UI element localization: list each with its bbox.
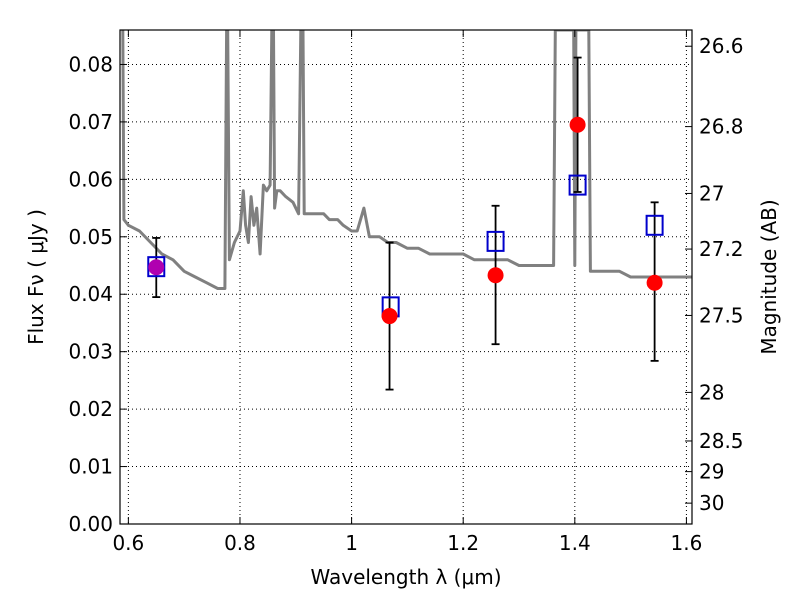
ticks: 0.6 0.8 1 1.2 1.4 1.6 0.00 0.01 0.02 0.03 0.04 0.05… (68, 30, 744, 555)
observed-flux-point (569, 116, 586, 133)
y-tick-label: 0.00 (68, 512, 113, 536)
model-photometry-square (568, 174, 587, 196)
x-tick-label: 0.6 (112, 531, 144, 555)
magnitude-tick-label: 27.5 (699, 303, 744, 327)
y2-axis-title: Magnitude (AB) (757, 199, 781, 354)
model-photometry-square (486, 230, 505, 252)
y-tick-label: 0.07 (68, 110, 113, 134)
x-tick-label: 1.4 (559, 531, 591, 555)
plot-frame (119, 29, 693, 525)
model-photometry-square (645, 214, 664, 236)
observed-flux-point (487, 267, 504, 284)
markers (147, 56, 664, 391)
y-tick-label: 0.02 (68, 397, 113, 421)
x-axis-title: Wavelength λ (μm) (310, 565, 501, 589)
magnitude-tick-label: 29 (699, 460, 724, 484)
sed-model-line (121, 30, 692, 290)
x-tick-label: 1 (345, 531, 358, 555)
x-tick-label: 1.6 (671, 531, 703, 555)
y-tick-label: 0.04 (68, 282, 113, 306)
y-tick-label: 0.06 (68, 167, 113, 191)
magnitude-tick-label: 28 (699, 380, 724, 404)
y-tick-label: 0.05 (68, 225, 113, 249)
x-tick-label: 1.2 (447, 531, 479, 555)
observed-flux-point (381, 308, 398, 325)
y-tick-label: 0.08 (68, 52, 113, 76)
observed-flux-point (646, 274, 663, 291)
magnitude-tick-label: 26.8 (699, 115, 744, 139)
x-tick-label: 0.8 (224, 531, 256, 555)
model-photometry-square (147, 256, 166, 278)
plot-data (121, 30, 692, 290)
magnitude-tick-label: 27 (699, 181, 724, 205)
magnitude-tick-label: 30 (699, 491, 724, 515)
magnitude-tick-label: 27.2 (699, 237, 744, 261)
y-tick-label: 0.03 (68, 340, 113, 364)
magnitude-tick-label: 28.5 (699, 429, 744, 453)
y-tick-label: 0.01 (68, 455, 113, 479)
observed-flux-point (148, 259, 165, 276)
magnitude-tick-label: 26.6 (699, 34, 744, 58)
y-axis-title: Flux Fν ( μJy ) (24, 209, 48, 345)
